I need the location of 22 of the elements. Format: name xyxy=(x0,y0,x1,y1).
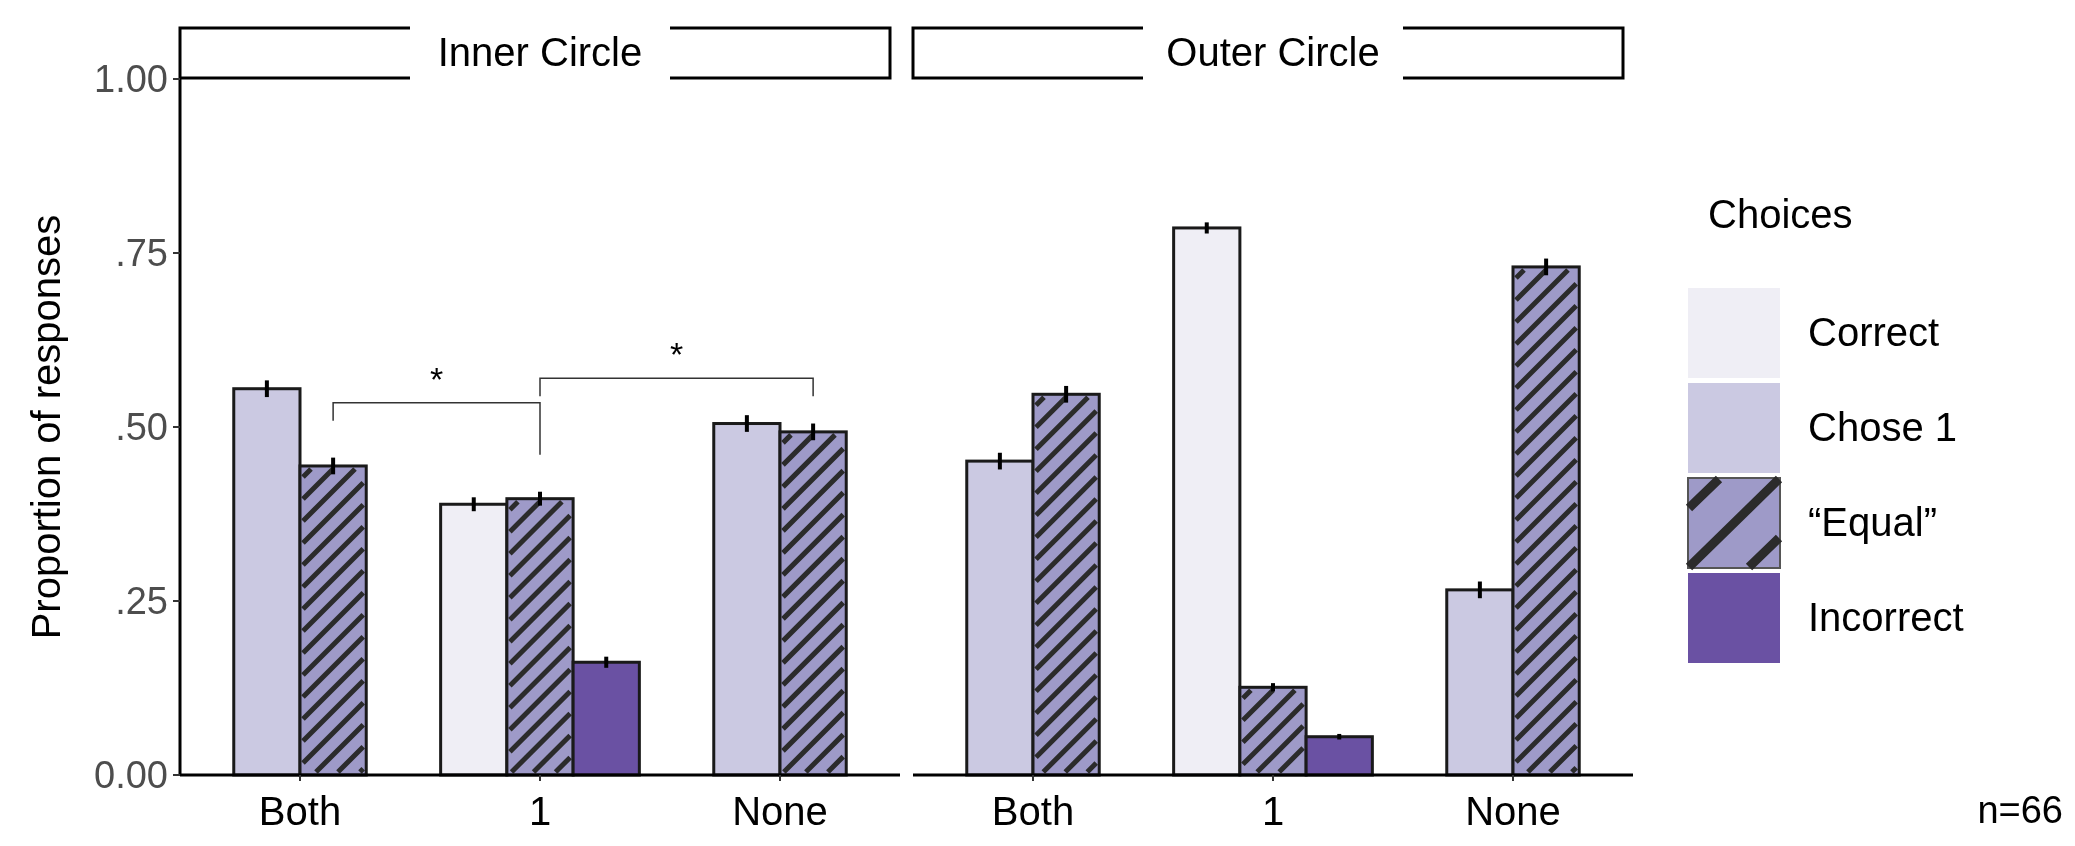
y-tick-label: .75 xyxy=(115,232,168,274)
x-tick-label: Both xyxy=(258,789,342,833)
legend-label: “Equal” xyxy=(1808,500,1937,544)
chart-title: Outer Circle xyxy=(1166,30,1380,74)
y-tick-label: 0.00 xyxy=(94,754,168,796)
legend-title: Choices xyxy=(1708,192,1853,236)
y-axis-title: Proportion of responses xyxy=(24,214,68,640)
legend-label: Correct xyxy=(1808,310,1940,354)
chart-title: Inner Circle xyxy=(437,30,643,74)
x-tick-label: 1 xyxy=(528,789,552,833)
x-tick-label: None xyxy=(732,789,828,833)
y-tick-label: .50 xyxy=(115,406,168,448)
annotation: * xyxy=(429,359,444,398)
legend-label: Incorrect xyxy=(1808,595,1964,639)
y-tick-label: .25 xyxy=(115,580,168,622)
y-tick-label: 1.00 xyxy=(94,58,168,100)
x-tick-label: Both xyxy=(991,789,1075,833)
legend-label: Chose 1 xyxy=(1808,405,1957,449)
x-tick-label: 1 xyxy=(1261,789,1285,833)
x-tick-label: None xyxy=(1465,789,1561,833)
text: n=66 xyxy=(1977,789,2063,831)
annotation: * xyxy=(669,335,684,374)
